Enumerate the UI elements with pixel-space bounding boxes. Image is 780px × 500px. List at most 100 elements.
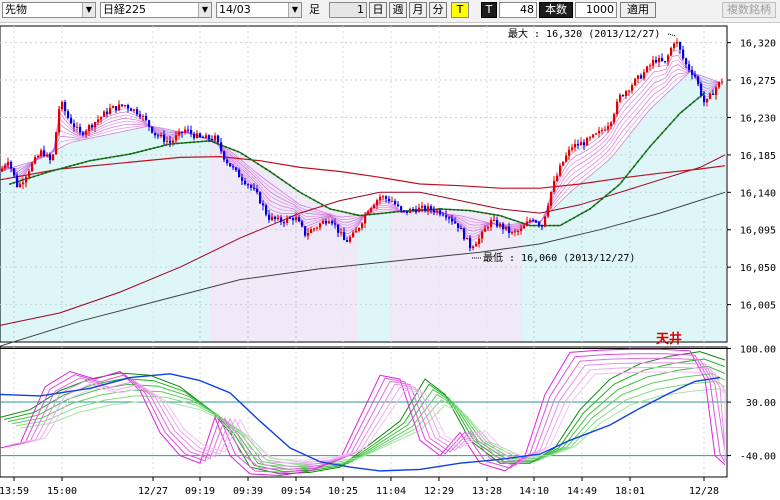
candle-body (526, 221, 529, 227)
candle-body (55, 132, 58, 155)
time-tick-label: 13:28 (472, 486, 502, 497)
candle-body (481, 231, 484, 239)
candle-body (595, 133, 598, 135)
candle-body (316, 227, 319, 229)
green-ma-marker (45, 171, 47, 174)
green-ma-marker (497, 214, 499, 217)
green-ma-marker (65, 166, 67, 169)
candle-body (694, 74, 697, 77)
candle-body (385, 196, 388, 199)
green-ma-marker (473, 210, 475, 213)
green-ma-marker (233, 149, 235, 151)
green-ma-marker (341, 210, 343, 213)
candle-body (232, 166, 235, 168)
candle-body (379, 196, 382, 201)
green-ma-marker (93, 159, 95, 161)
candle-body (610, 122, 613, 127)
candle-body (586, 137, 589, 146)
candle-body (52, 154, 55, 161)
green-ma-marker (309, 197, 311, 199)
green-ma-marker (385, 212, 387, 214)
min-annotation: 最低 : 16,060 (2013/12/27) (483, 251, 635, 264)
candle-body (628, 90, 631, 92)
candle-body (343, 232, 346, 241)
time-tick-label: 09:19 (185, 486, 215, 497)
candle-body (247, 184, 250, 186)
green-ma-marker (13, 181, 15, 184)
green-ma-marker (581, 212, 583, 215)
candle-body (442, 214, 445, 216)
green-ma-marker (493, 213, 495, 216)
month-button[interactable]: 月 (409, 2, 427, 18)
oscillator-pink-line (24, 371, 726, 461)
apply-button[interactable]: 適用 (620, 2, 656, 18)
t-value-input[interactable]: 48 (499, 2, 537, 18)
green-ma-marker (149, 148, 151, 150)
multi-symbol-button[interactable]: 複数銘柄 (722, 2, 776, 18)
candle-body (634, 78, 637, 86)
green-ma-marker (205, 140, 207, 142)
candle-body (649, 65, 652, 67)
green-ma-marker (469, 209, 471, 212)
candle-body (685, 58, 688, 65)
instrument-select[interactable]: 日経225 ▼ (100, 2, 212, 18)
count-input[interactable]: 1000 (575, 2, 617, 18)
oscillator-pink-line (0, 348, 726, 477)
candle-body (592, 134, 595, 138)
candle-body (295, 217, 298, 221)
green-ma-marker (605, 194, 607, 197)
candle-body (1, 168, 4, 172)
tick-button[interactable]: T (451, 2, 469, 18)
green-ma-marker (533, 224, 535, 227)
time-tick-label: 18:01 (615, 486, 645, 497)
market-select[interactable]: 先物 ▼ (2, 2, 96, 18)
green-ma-marker (505, 216, 507, 219)
candle-body (328, 221, 331, 224)
green-ma-marker (161, 145, 163, 147)
contract-select-value: 14/03 (219, 3, 251, 16)
candle-body (589, 137, 592, 139)
green-ma-marker (49, 170, 51, 173)
green-ma-marker (565, 221, 567, 224)
candle-body (76, 126, 79, 128)
candle-body (118, 104, 121, 111)
candle-body (658, 58, 661, 63)
candle-body (631, 85, 634, 91)
candle-body (691, 69, 694, 75)
candle-body (556, 175, 559, 181)
oscillator-panel: 天井 (0, 331, 728, 478)
candle-body (253, 187, 256, 189)
green-ma-marker (617, 184, 619, 187)
interval-input[interactable]: 1 (329, 2, 367, 18)
candle-body (127, 105, 130, 109)
candle-body (340, 232, 343, 234)
contract-select[interactable]: 14/03 ▼ (216, 2, 302, 18)
green-ma-marker (573, 217, 575, 219)
candle-body (274, 216, 277, 220)
green-ma-marker (645, 150, 647, 153)
week-button[interactable]: 週 (389, 2, 407, 18)
minute-button[interactable]: 分 (429, 2, 447, 18)
t-label: T (481, 2, 497, 18)
candle-body (697, 76, 700, 84)
candle-body (604, 129, 607, 131)
candle-body (355, 230, 358, 233)
green-ma-marker (377, 212, 379, 215)
candle-body (352, 232, 355, 238)
green-ma-marker (269, 170, 271, 173)
day-button[interactable]: 日 (369, 2, 387, 18)
candle-body (310, 229, 313, 233)
bar-type-label: 足 (309, 3, 320, 16)
price-tick-label: 16,005 (740, 301, 776, 312)
green-ma-marker (669, 123, 671, 126)
candle-body (394, 200, 397, 205)
candle-body (688, 64, 691, 70)
time-tick-label: 09:39 (233, 486, 263, 497)
candle-body (436, 210, 439, 213)
candle-body (505, 226, 508, 230)
candle-body (292, 217, 295, 221)
green-ma-marker (553, 224, 555, 227)
green-ma-marker (189, 141, 191, 144)
green-ma-marker (273, 173, 275, 176)
candle-body (445, 215, 448, 218)
